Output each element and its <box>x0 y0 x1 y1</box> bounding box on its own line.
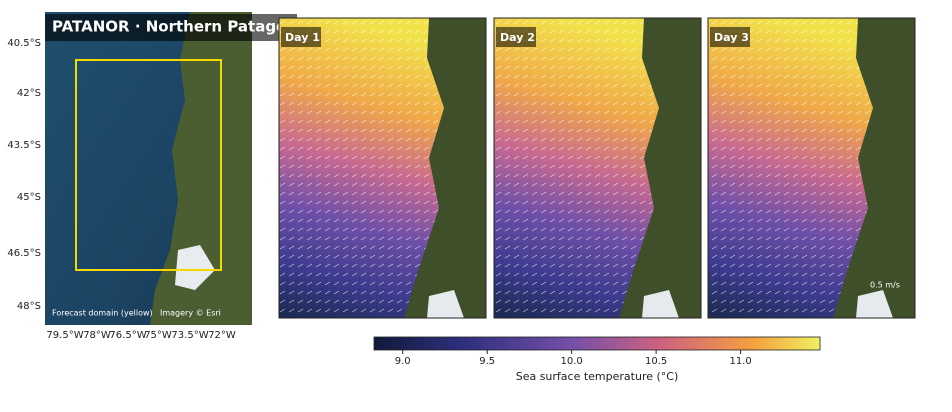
lon-label: 72°W <box>208 330 236 341</box>
colorbar-tick-label: 9.5 <box>479 356 495 367</box>
colorbar: Sea surface temperature (°C) 9.0 9.5 10.0 1… <box>373 336 821 383</box>
lat-label: 48°S <box>17 301 41 312</box>
forecast-domain <box>75 59 222 271</box>
panel-label: Day 1 <box>285 31 320 44</box>
icefield <box>856 290 893 318</box>
overview-title: PATANOR · Northern Patagon <box>52 18 297 36</box>
lon-label: 76.5°W <box>109 330 146 341</box>
colorbar-label: Sea surface temperature (°C) <box>516 370 679 383</box>
panel-label: Day 3 <box>714 31 749 44</box>
panel-frame <box>278 17 487 319</box>
label-box <box>496 27 536 47</box>
scale-note: 0.5 m/s <box>870 281 900 290</box>
forecast-panels: Day 1 Day 2 Day 3 0.5 m/s <box>278 17 916 319</box>
lat-label: 45°S <box>17 192 41 203</box>
label-box <box>281 27 321 47</box>
lon-label: 73.5°W <box>171 330 208 341</box>
colorbar-tick-label: 9.0 <box>395 356 411 367</box>
lon-label: 79.5°W <box>46 330 83 341</box>
domain-note: Forecast domain (yellow) <box>52 309 153 318</box>
land <box>404 18 486 318</box>
lon-label: 75°W <box>144 330 172 341</box>
icefield <box>642 290 679 318</box>
land <box>150 12 252 325</box>
lat-label: 42°S <box>17 88 41 99</box>
panel-frame <box>493 17 702 319</box>
land <box>619 18 701 318</box>
colorbar-tick-label: 11.0 <box>729 356 751 367</box>
credit: Imagery © Esri <box>160 309 221 318</box>
icefield <box>427 290 464 318</box>
lat-label: 40.5°S <box>7 38 41 49</box>
lat-label: 43.5°S <box>7 140 41 151</box>
lon-label: 78°W <box>83 330 111 341</box>
colorbar-tick-label: 10.0 <box>561 356 583 367</box>
colorbar-tick-label: 10.5 <box>645 356 667 367</box>
colorbar-bar <box>373 336 821 351</box>
forecast-panel: Day 1 <box>278 17 487 319</box>
panel-label: Day 2 <box>500 31 535 44</box>
panel-frame <box>707 17 916 319</box>
land <box>833 18 915 318</box>
lat-label: 46.5°S <box>7 248 41 259</box>
forecast-panel: Day 3 <box>707 17 916 319</box>
forecast-panel: Day 2 <box>493 17 702 319</box>
label-box <box>710 27 750 47</box>
title-box <box>45 14 297 41</box>
icefield <box>175 245 215 290</box>
overview-map: PATANOR · Northern Patagon Forecast doma… <box>45 12 297 325</box>
